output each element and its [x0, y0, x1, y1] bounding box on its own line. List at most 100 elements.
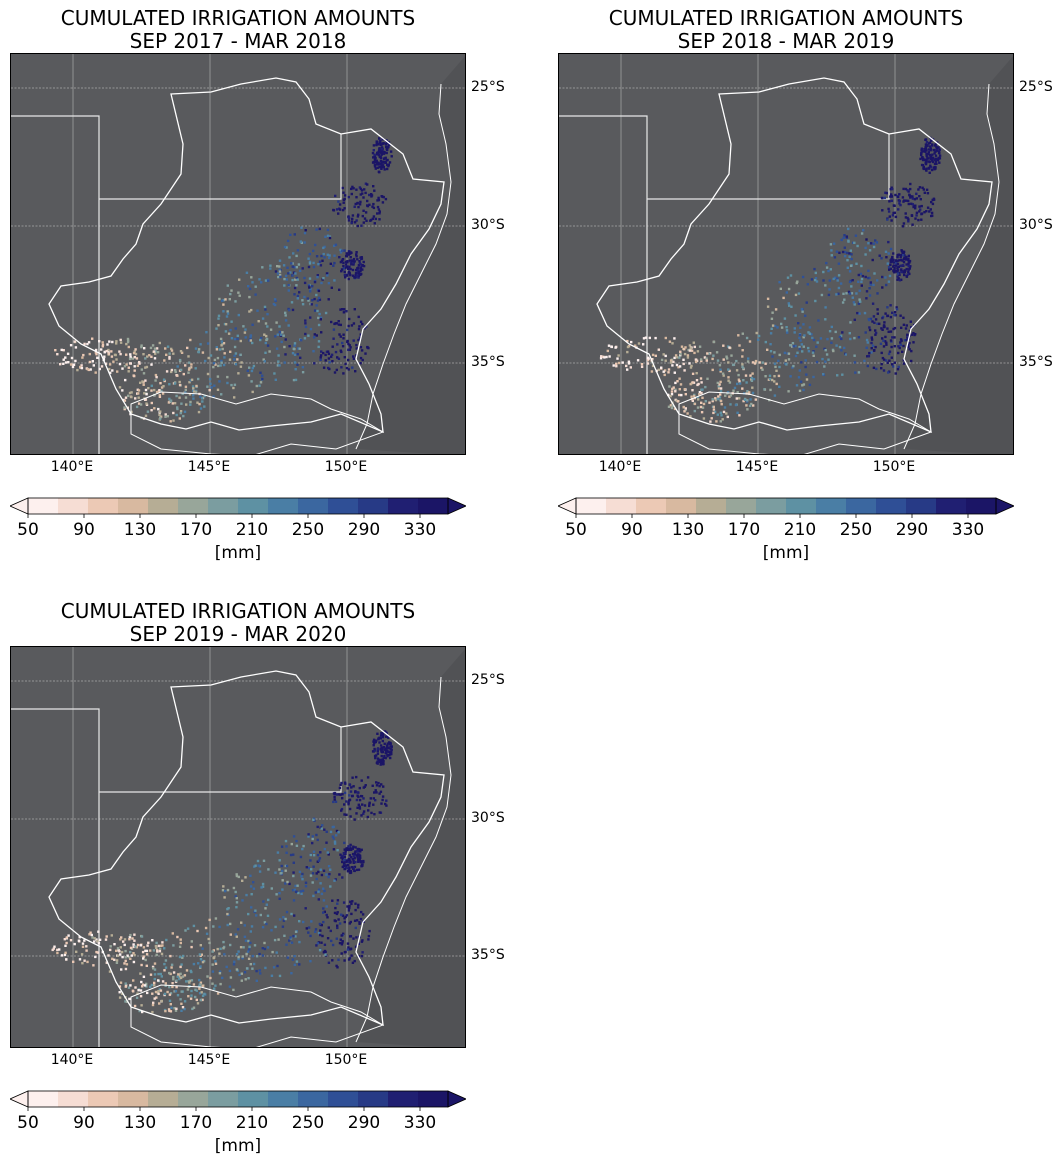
irrigation-cell [389, 742, 392, 745]
irrigation-cell [812, 350, 815, 353]
irrigation-cell [162, 385, 165, 388]
irrigation-cell [874, 318, 878, 321]
irrigation-cell [815, 360, 819, 364]
irrigation-cell [742, 399, 745, 403]
irrigation-cell [216, 375, 220, 378]
irrigation-cell [285, 246, 288, 249]
irrigation-cell [217, 364, 220, 368]
irrigation-cell [696, 395, 699, 399]
irrigation-cell [356, 794, 359, 797]
irrigation-cell [209, 354, 213, 357]
irrigation-cell [906, 189, 909, 192]
irrigation-cell [903, 254, 906, 257]
irrigation-cell [190, 366, 193, 369]
irrigation-cell [170, 1006, 173, 1009]
colorbar-tick-label: 50 [17, 520, 39, 540]
irrigation-cell [277, 938, 280, 941]
irrigation-cell [801, 350, 804, 353]
irrigation-cell [201, 994, 205, 997]
irrigation-cell [380, 750, 383, 753]
irrigation-cell [894, 215, 898, 219]
irrigation-cell [386, 753, 389, 756]
irrigation-cell [244, 876, 247, 879]
irrigation-cell [316, 838, 319, 842]
irrigation-cell [686, 356, 690, 359]
irrigation-cell [96, 951, 100, 954]
irrigation-cell [174, 990, 178, 993]
irrigation-cell [340, 350, 343, 354]
irrigation-cell [662, 370, 665, 373]
irrigation-cell [785, 291, 788, 294]
irrigation-cell [152, 949, 156, 952]
irrigation-cell [226, 312, 230, 315]
irrigation-cell [332, 848, 336, 851]
irrigation-cell [96, 939, 99, 943]
irrigation-cell [811, 336, 814, 340]
irrigation-cell [131, 357, 134, 360]
irrigation-cell [359, 849, 362, 852]
irrigation-cell [294, 935, 297, 938]
irrigation-cell [159, 972, 162, 976]
irrigation-cell [349, 252, 352, 255]
irrigation-cell [774, 308, 778, 311]
irrigation-cell [799, 326, 802, 329]
irrigation-cell [889, 188, 892, 191]
irrigation-cell [358, 336, 362, 339]
irrigation-cell [205, 932, 209, 935]
irrigation-cell [261, 882, 265, 886]
irrigation-cell [222, 310, 225, 313]
irrigation-cell [337, 918, 340, 921]
irrigation-cell [898, 193, 901, 196]
irrigation-cell [902, 323, 906, 326]
irrigation-cell [292, 271, 296, 274]
irrigation-cell [906, 337, 910, 341]
irrigation-cell [293, 914, 296, 917]
irrigation-cell [793, 331, 796, 334]
irrigation-cell [313, 280, 317, 284]
colorbar-segment [846, 498, 877, 514]
irrigation-cell [337, 320, 340, 323]
irrigation-cell [179, 941, 182, 945]
irrigation-cell [361, 322, 364, 326]
irrigation-cell [717, 395, 720, 398]
irrigation-cell [234, 933, 237, 936]
irrigation-cell [356, 806, 359, 809]
irrigation-cell [89, 931, 92, 934]
irrigation-cell [285, 910, 289, 914]
irrigation-cell [108, 970, 112, 973]
irrigation-cell [785, 326, 788, 329]
irrigation-cell [277, 275, 280, 279]
irrigation-cell [749, 398, 752, 401]
irrigation-cell [317, 859, 321, 862]
irrigation-cell [887, 266, 891, 269]
irrigation-cell [220, 340, 224, 343]
irrigation-cell [925, 153, 928, 156]
irrigation-cell [683, 352, 687, 356]
irrigation-cell [889, 315, 893, 319]
irrigation-cell [693, 409, 696, 413]
irrigation-cell [235, 901, 239, 904]
irrigation-cell [76, 368, 79, 372]
irrigation-cell [886, 314, 890, 317]
irrigation-cell [921, 158, 925, 162]
irrigation-cell [333, 371, 337, 374]
irrigation-cell [237, 955, 240, 959]
irrigation-cell [263, 360, 266, 363]
irrigation-cell [278, 330, 281, 334]
irrigation-cell [800, 343, 803, 346]
irrigation-cell [245, 893, 248, 897]
irrigation-cell [339, 323, 342, 327]
irrigation-cell [868, 351, 871, 355]
irrigation-cell [251, 390, 254, 394]
irrigation-cell [352, 859, 355, 863]
map-frame [10, 53, 466, 455]
irrigation-cell [866, 364, 869, 368]
irrigation-cell [373, 189, 376, 192]
irrigation-cell [919, 198, 922, 201]
irrigation-cell [155, 347, 159, 350]
irrigation-cell [887, 330, 890, 333]
irrigation-cell [189, 969, 192, 973]
irrigation-cell [274, 378, 277, 381]
irrigation-cell [183, 974, 187, 977]
irrigation-cell [142, 353, 145, 356]
